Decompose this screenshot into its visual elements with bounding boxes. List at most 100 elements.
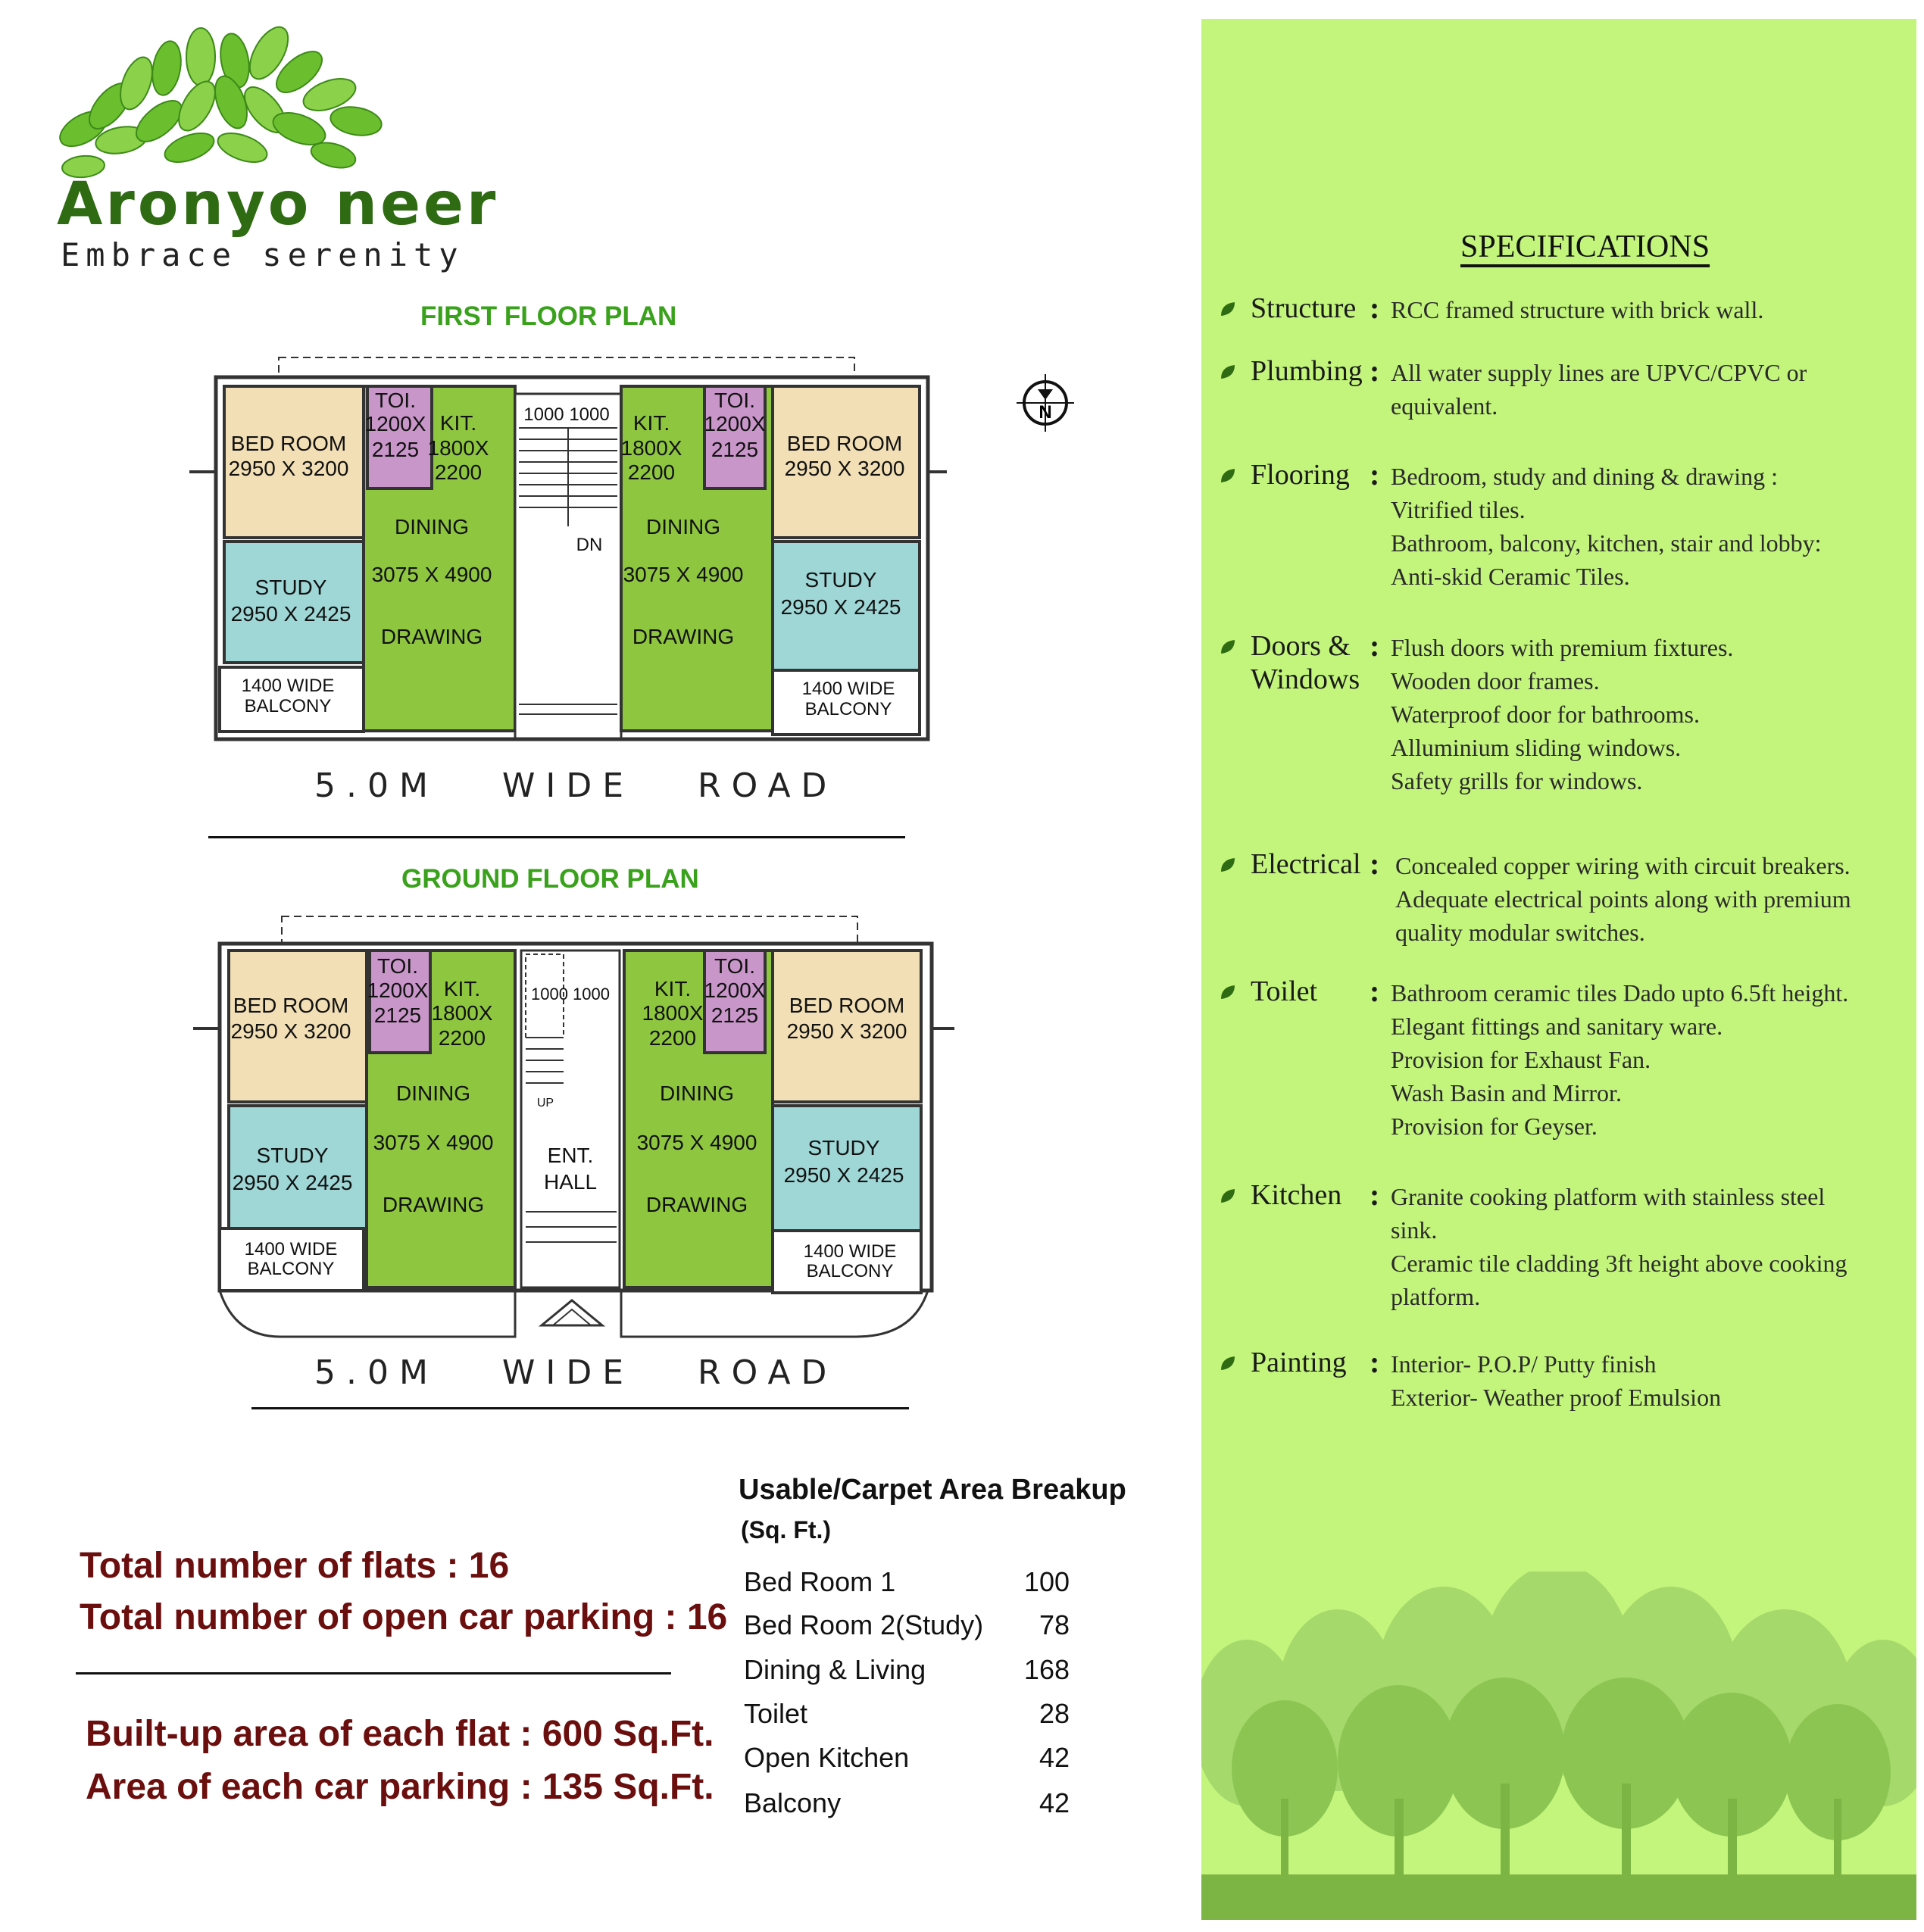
carpet-row-label: Open Kitchen: [744, 1742, 910, 1773]
gf-left-balcony2: BALCONY: [248, 1259, 335, 1279]
ff-left-kit-dim2: 2200: [435, 460, 482, 484]
gf-left-study-label: STUDY: [257, 1144, 329, 1167]
ff-left-bed-dim: 2950 X 3200: [229, 457, 349, 480]
spec-line: Safety grills for windows.: [1391, 767, 1643, 794]
carpet-row-label: Dining & Living: [744, 1654, 926, 1685]
gf-right-kit-dim2: 2200: [649, 1026, 696, 1050]
leaf-bullet-icon: [1221, 858, 1235, 872]
ff-left-toi-dim1: 1200X: [365, 412, 426, 435]
gf-right-dining-label: DINING: [660, 1081, 734, 1105]
spec-line: Adequate electrical points along with pr…: [1395, 885, 1851, 913]
spec-line: RCC framed structure with brick wall.: [1391, 296, 1764, 323]
ground-floor-plan: BED ROOM 2950 X 3200 TOI. 1200X 2125 KIT…: [193, 916, 954, 1338]
gf-stair-direction: UP: [537, 1097, 554, 1110]
gf-right-study-label: STUDY: [808, 1136, 880, 1160]
spec-line: Bathroom, balcony, kitchen, stair and lo…: [1391, 529, 1822, 557]
spec-line: Alluminium sliding windows.: [1391, 734, 1682, 761]
gf-left-drawing-label: DRAWING: [383, 1193, 484, 1216]
spec-line: Bathroom ceramic tiles Dado upto 6.5ft h…: [1391, 979, 1849, 1007]
ff-right-kit-dim2: 2200: [628, 460, 675, 484]
spec-line: Granite cooking platform with stainless …: [1391, 1183, 1826, 1210]
gf-right-balcony2: BALCONY: [807, 1261, 894, 1281]
spec-line: Bedroom, study and dining & drawing :: [1391, 463, 1779, 490]
gf-right-toi-label: TOI.: [714, 954, 755, 978]
spec-line: equivalent.: [1391, 392, 1498, 420]
ff-right-balcony2: BALCONY: [805, 699, 892, 719]
ff-right-toi-dim2: 2125: [711, 438, 758, 461]
gf-right-kit-label: KIT.: [654, 977, 691, 1000]
spec-label: Flooring: [1251, 459, 1350, 491]
spec-colon: :: [1370, 847, 1380, 881]
carpet-row-value: 42: [1039, 1742, 1070, 1773]
gf-left-toi-label: TOI.: [377, 954, 418, 978]
spec-label: Kitchen: [1251, 1179, 1342, 1211]
brand-name: Aronyo neer: [57, 170, 499, 239]
ff-left-toi-dim2: 2125: [372, 438, 419, 461]
ff-right-bed-label: BED ROOM: [787, 432, 902, 455]
carpet-row-value: 42: [1039, 1787, 1070, 1818]
ff-right-dining-dim: 3075 X 4900: [623, 563, 744, 586]
spec-colon: :: [1370, 1345, 1380, 1379]
ff-stair-widths: 1000 1000: [523, 404, 609, 425]
ff-left-kit-label: KIT.: [440, 411, 476, 435]
spec-colon: :: [1370, 1178, 1380, 1212]
specifications-heading: SPECIFICATIONS: [1460, 229, 1710, 264]
spec-label: Toilet: [1251, 975, 1318, 1007]
gf-left-balcony1: 1400 WIDE: [245, 1239, 338, 1259]
ff-left-toi-label: TOI.: [375, 389, 416, 412]
gf-right-dining-dim: 3075 X 4900: [637, 1131, 757, 1154]
carpet-row: Bed Room 1 100: [744, 1566, 1070, 1598]
gf-left-toi-dim2: 2125: [374, 1003, 421, 1027]
gf-left-dining-dim: 3075 X 4900: [373, 1131, 494, 1154]
gf-left-kit-dim2: 2200: [439, 1026, 486, 1050]
spec-line: Wash Basin and Mirror.: [1391, 1079, 1622, 1106]
ff-right-dining-label: DINING: [646, 515, 720, 538]
ff-left-kit-dim1: 1800X: [428, 436, 489, 460]
builtup-area: Built-up area of each flat : 600 Sq.Ft.: [86, 1714, 714, 1754]
gf-right-study-dim: 2950 X 2425: [784, 1163, 904, 1187]
gf-ent-label: ENT.: [548, 1144, 594, 1167]
ground-floor-title: GROUND FLOOR PLAN: [401, 864, 699, 894]
ff-left-balcony1: 1400 WIDE: [242, 676, 335, 696]
gf-left-study-dim: 2950 X 2425: [233, 1171, 353, 1194]
gf-left-kit-dim1: 1800X: [432, 1001, 493, 1025]
first-floor-title: FIRST FLOOR PLAN: [420, 301, 677, 331]
gf-left-kit-label: KIT.: [444, 977, 480, 1000]
trees-illustration: [1201, 1572, 1916, 1920]
leaf-bullet-icon: [1221, 302, 1235, 316]
gf-right-toi-dim1: 1200X: [704, 978, 766, 1002]
carpet-row-label: Toilet: [744, 1698, 808, 1729]
gf-stair-widths: 1000 1000: [531, 985, 610, 1003]
spec-label: Doors &: [1251, 630, 1351, 662]
carpet-row-value: 100: [1023, 1566, 1070, 1597]
total-parking: Total number of open car parking : 16: [80, 1597, 728, 1637]
ff-right-kit-dim1: 1800X: [621, 436, 682, 460]
ff-right-drawing-label: DRAWING: [632, 625, 734, 648]
spec-line: Waterproof door for bathrooms.: [1391, 701, 1700, 728]
carpet-row-label: Bed Room 1: [744, 1566, 896, 1597]
spec-line: sink.: [1391, 1216, 1438, 1244]
spec-label-2: Windows: [1251, 663, 1360, 695]
carpet-row: Bed Room 2(Study) 78: [744, 1609, 1070, 1641]
ff-right-toi-label: TOI.: [714, 389, 755, 412]
ff-left-drawing-label: DRAWING: [381, 625, 483, 648]
ff-right-bed-dim: 2950 X 3200: [785, 457, 905, 480]
gf-left-bed-dim: 2950 X 3200: [231, 1019, 351, 1043]
ff-stair-direction: DN: [576, 535, 603, 555]
ff-left-bed-label: BED ROOM: [231, 432, 346, 455]
ff-right-study-label: STUDY: [805, 568, 877, 591]
carpet-row: Balcony 42: [744, 1787, 1070, 1819]
carpet-row-label: Bed Room 2(Study): [744, 1609, 984, 1640]
compass-n-label: N: [1039, 402, 1051, 423]
ff-right-study-dim: 2950 X 2425: [781, 595, 901, 619]
gf-left-toi-dim1: 1200X: [367, 978, 429, 1002]
spec-line: Ceramic tile cladding 3ft height above c…: [1391, 1250, 1847, 1277]
first-floor-plan: BED ROOM 2950 X 3200 TOI. 1200X 2125 KIT…: [189, 357, 947, 741]
ff-right-kit-label: KIT.: [633, 411, 670, 435]
spec-line: Anti-skid Ceramic Tiles.: [1391, 563, 1630, 590]
brand-logo-leaves: [59, 26, 383, 179]
carpet-row-value: 28: [1039, 1698, 1070, 1729]
brand-tagline: Embrace serenity: [61, 236, 464, 273]
spec-line: Concealed copper wiring with circuit bre…: [1395, 852, 1851, 879]
spec-label: Plumbing: [1251, 355, 1363, 387]
